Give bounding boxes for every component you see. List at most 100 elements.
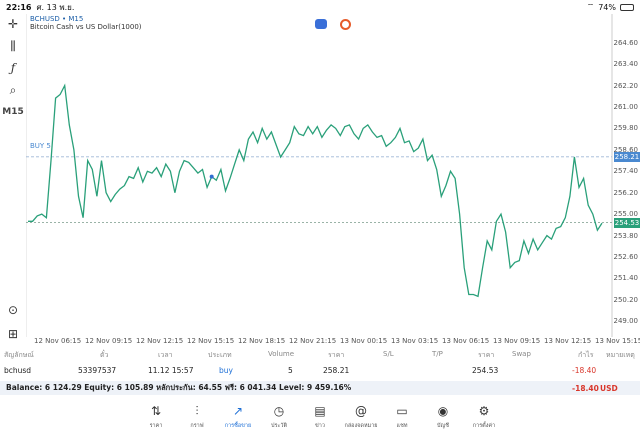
nav-label: กล่องจดหมาย [344, 423, 378, 429]
bottom-navigation: ⇅ ราคา ⫶ กราฟ ↗ การซื้อขาย ◷ ประวัติ ▤ ข่าว @ กล่อง… [0, 402, 640, 447]
y-tick-label: 263.40 [613, 60, 639, 69]
y-tick-label: 251.40 [613, 274, 639, 283]
x-tick-label: 13 Nov 03:15 [391, 337, 439, 345]
y-tick-label: 264.60 [613, 38, 639, 47]
col-current-price: ราคา [478, 351, 495, 359]
objects-icon[interactable]: ⌕ [9, 82, 17, 97]
y-tick-label: 250.20 [613, 295, 639, 304]
x-tick-label: 13 Nov 06:15 [442, 337, 490, 345]
nav-item-history[interactable]: ◷ ประวัติ [266, 402, 293, 447]
balance-bar: Balance: 6 124.29 Equity: 6 105.89 หลักป… [0, 381, 640, 395]
col-profit: กำไร [578, 351, 594, 359]
y-tick-label: 258.60 [613, 145, 639, 154]
total-profit: -18.40 [572, 383, 599, 393]
status-time: 22:16 [6, 2, 32, 12]
col-tp: T/P [432, 350, 443, 358]
symbol-description: Bitcoin Cash vs US Dollar(1000) [30, 23, 142, 31]
candles-icon[interactable]: ⫼ [10, 38, 16, 53]
y-tick-label: 255.00 [613, 210, 639, 219]
nav-label: การซื้อขาย [224, 423, 252, 429]
y-tick-label: 259.80 [613, 124, 639, 133]
trade-profit: -18.40 [572, 366, 597, 375]
nav-item-settings[interactable]: ⚙ การตั้งค่า [471, 402, 498, 447]
col-comment: หมายเหตุ [606, 351, 635, 359]
news-icon: ▤ [314, 404, 326, 418]
x-tick-label: 13 Nov 00:15 [340, 337, 388, 345]
battery-percent: 74% [598, 2, 616, 12]
gear-icon: ⚙ [478, 404, 490, 418]
buy-level-label: BUY 5 [30, 142, 51, 150]
x-tick-label: 12 Nov 15:15 [187, 337, 235, 345]
crosshair-icon[interactable]: ✛ [7, 17, 19, 31]
x-tick-label: 13 Nov 12:15 [544, 337, 592, 345]
flag-icon[interactable] [315, 19, 327, 29]
price-chart[interactable] [26, 14, 614, 337]
trade-time: 11.12 15:57 [148, 366, 194, 375]
x-tick-label: 12 Nov 06:15 [34, 337, 82, 345]
x-tick-label: 13 Nov 09:15 [493, 337, 541, 345]
history-icon: ◷ [273, 404, 285, 418]
trade-open-price: 258.21 [323, 366, 350, 375]
status-bar: 22:16 ศ. 13 พ.ย. ⌔ 74% [0, 0, 640, 14]
nav-label: กราฟ [190, 423, 204, 429]
new-order-icon[interactable]: ⊞ [7, 327, 19, 341]
nav-label: แชท [396, 423, 408, 429]
y-tick-label: 249.00 [613, 317, 639, 326]
status-date: ศ. 13 พ.ย. [36, 2, 75, 12]
current-price-tag: 254.53 [614, 217, 640, 228]
price-axis: 249.00 250.20 251.40 252.60 253.80 255.00 256.… [612, 14, 640, 337]
nav-item-mail[interactable]: @ กล่องจดหมาย [344, 402, 377, 447]
trade-icon: ↗ [232, 404, 244, 418]
nav-label: บัญชี [437, 423, 449, 429]
y-tick-label: 252.60 [613, 253, 639, 261]
nav-item-chart[interactable]: ⫶ กราฟ [184, 402, 211, 447]
timeframe-button[interactable]: M15 [2, 107, 24, 117]
buy-price-tag: 258.21 [614, 151, 640, 162]
col-ticket: ตั๋ว [100, 351, 109, 359]
trade-row[interactable]: bchusd 53397537 11.12 15:57 buy 5 258.21… [0, 366, 640, 379]
x-tick-label: 12 Nov 09:15 [85, 337, 133, 345]
y-tick-label: 257.40 [613, 167, 639, 176]
col-price: ราคา [328, 351, 345, 359]
nav-label: ราคา [149, 423, 163, 429]
col-type: ประเภท [208, 351, 232, 359]
nav-label: ประวัติ [270, 423, 288, 429]
battery-icon [620, 3, 634, 11]
y-tick-label: 262.20 [613, 81, 639, 90]
y-tick-label: 261.00 [613, 103, 639, 111]
signal-icon[interactable] [340, 19, 351, 30]
indicators-icon[interactable]: ƒ [10, 61, 16, 75]
quotes-icon: ⇅ [150, 404, 162, 418]
x-tick-label: 13 Nov 15:15 [595, 337, 640, 345]
wifi-icon: ⌔ [586, 2, 595, 11]
nav-item-chat[interactable]: ▭ แชท [389, 402, 416, 447]
time-axis: 12 Nov 06:15 12 Nov 09:15 12 Nov 12:15 12 N… [26, 337, 640, 349]
x-tick-label: 12 Nov 21:15 [289, 337, 337, 345]
mail-icon: @ [355, 404, 367, 418]
col-swap: Swap [512, 350, 531, 358]
x-tick-label: 12 Nov 18:15 [238, 337, 286, 345]
trade-ticket: 53397537 [78, 366, 117, 375]
nav-item-news[interactable]: ▤ ข่าว [307, 402, 334, 447]
nav-item-quotes[interactable]: ⇅ ราคา [143, 402, 170, 447]
y-tick-label: 256.20 [613, 188, 639, 197]
chat-icon: ▭ [396, 404, 408, 418]
y-tick-label: 253.80 [613, 231, 639, 240]
chart-toolbar: ✛ ⫼ ƒ ⌕ M15 ⊙ ⊞ [0, 14, 26, 344]
nav-label: ข่าว [315, 423, 325, 429]
trade-table-header: สัญลักษณ์ ตั๋ว เวลา ประเภท Volume ราคา S… [0, 350, 640, 362]
currency: USD [600, 383, 618, 393]
col-time: เวลา [158, 351, 173, 359]
buy-entry-marker [209, 174, 214, 179]
balance-text: Balance: 6 124.29 Equity: 6 105.89 หลักป… [6, 383, 352, 392]
trade-symbol: bchusd [4, 366, 32, 375]
trade-volume: 5 [288, 366, 293, 375]
col-sl: S/L [383, 350, 394, 358]
zoom-icon[interactable]: ⊙ [7, 303, 19, 317]
nav-label: การตั้งค่า [472, 423, 496, 429]
col-symbol: สัญลักษณ์ [4, 351, 34, 359]
trade-current-price: 254.53 [472, 366, 499, 375]
nav-item-trade[interactable]: ↗ การซื้อขาย [225, 402, 252, 447]
nav-item-accounts[interactable]: ◉ บัญชี [430, 402, 457, 447]
symbol-title: BCHUSD • M15 [30, 15, 84, 23]
